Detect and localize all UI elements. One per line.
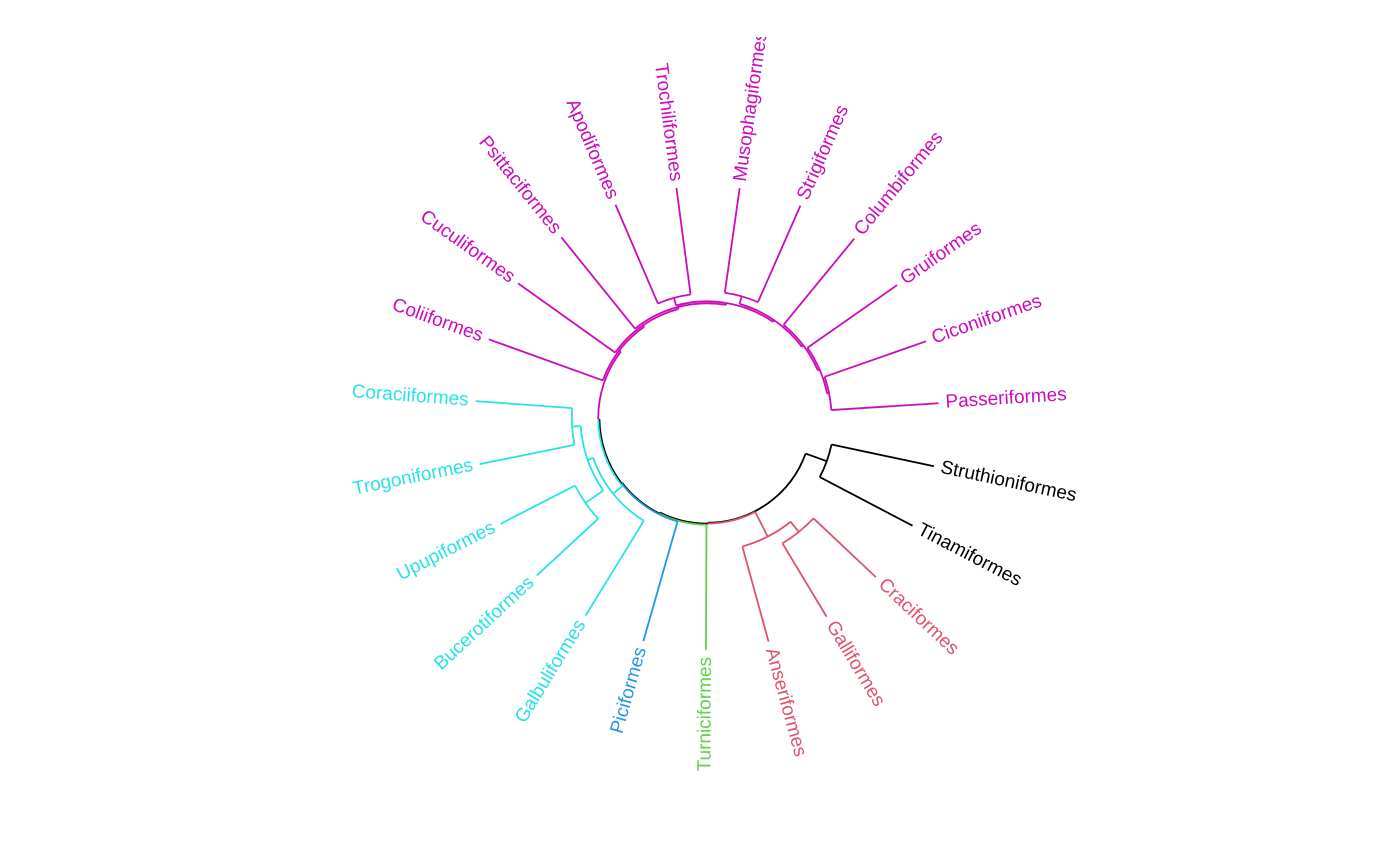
- branch-arc: [574, 485, 587, 504]
- branch-arc: [618, 326, 645, 351]
- tip-label-columbiformes: Columbiformes: [850, 128, 947, 240]
- branch-edge: [587, 457, 594, 461]
- branch-arc: [659, 511, 708, 525]
- branch-edge: [805, 452, 828, 463]
- tip-edge: [781, 542, 828, 618]
- tip-label-passeriformes: Passeriformes: [945, 384, 1068, 413]
- tip-label-strigiformes: Strigiformes: [793, 102, 853, 203]
- tip-edge: [705, 524, 708, 651]
- tip-label-turniciformes: Turniciformes: [694, 657, 716, 771]
- branch-arc: [673, 293, 691, 299]
- tip-edge: [642, 521, 679, 642]
- branch-arc: [597, 419, 624, 487]
- branch-arc: [828, 393, 833, 411]
- branch-arc: [802, 345, 819, 371]
- tip-edge: [741, 546, 770, 642]
- branch-arc: [724, 291, 742, 298]
- tip-label-coliiformes: Coliiformes: [389, 294, 486, 346]
- tip-edge: [757, 205, 802, 303]
- tip-edge: [812, 517, 877, 578]
- tip-label-galliformes: Galliformes: [822, 617, 890, 710]
- tip-edge: [723, 188, 741, 293]
- branch-edge: [738, 296, 743, 305]
- branch-arc: [592, 457, 614, 495]
- tree-edges: [475, 187, 939, 651]
- tip-label-musophagiformes: Musophagiformes: [730, 30, 772, 182]
- tip-label-piciformes: Piciformes: [607, 645, 652, 736]
- branch-arc: [726, 302, 774, 323]
- tip-edge: [500, 484, 576, 525]
- tip-edge: [614, 204, 659, 304]
- tip-label-cuculiformes: Cuculiformes: [416, 206, 518, 287]
- branch-arc: [818, 460, 828, 478]
- tip-label-psittaciformes: Psittaciformes: [474, 132, 565, 238]
- tip-edge: [806, 284, 898, 349]
- branch-arc: [742, 535, 769, 548]
- branch-arc: [773, 319, 803, 348]
- branch-arc: [634, 306, 679, 330]
- branch-arc: [597, 351, 622, 420]
- tip-labels: StruthioniformesTinamiformesCraciformesG…: [351, 30, 1079, 771]
- tip-edge: [475, 400, 573, 410]
- branch-arc: [675, 300, 727, 307]
- tip-label-coraciiformes: Coraciiformes: [351, 381, 469, 410]
- branch-arc: [579, 426, 589, 461]
- tip-label-tinamiformes: Tinamiformes: [914, 519, 1025, 591]
- branch-arc: [767, 521, 792, 538]
- tip-label-trogoniformes: Trogoniformes: [351, 455, 475, 500]
- tip-label-bucerotiformes: Bucerotiformes: [430, 572, 538, 674]
- branch-arc: [782, 324, 805, 347]
- tip-edge: [584, 520, 645, 617]
- branch-edge: [584, 489, 604, 504]
- tip-label-upupiformes: Upupiformes: [393, 517, 498, 585]
- branch-arc: [798, 517, 815, 533]
- tip-edge: [782, 238, 855, 326]
- branch-arc: [612, 493, 645, 522]
- tip-edge: [819, 476, 913, 527]
- tip-edge: [675, 187, 692, 295]
- branch-arc: [818, 369, 829, 394]
- branch-edge: [612, 485, 623, 495]
- tip-label-gruiformes: Gruiformes: [897, 218, 986, 289]
- tip-label-struthioniformes: Struthioniformes: [939, 457, 1079, 506]
- branch-arc: [677, 302, 727, 308]
- tip-label-craciformes: Craciformes: [874, 574, 963, 660]
- tip-edge: [831, 402, 939, 411]
- branch-edge: [754, 511, 769, 537]
- tip-label-trochiliformes: Trochiliformes: [650, 62, 686, 182]
- branch-arc: [659, 512, 707, 526]
- tip-label-galbuliformes: Galbuliformes: [511, 616, 590, 727]
- tip-label-ciconiiformes: Ciconiiformes: [929, 291, 1045, 349]
- tip-edge: [536, 518, 599, 577]
- tip-edge: [831, 443, 935, 468]
- branch-arc: [739, 303, 775, 321]
- tip-edge: [479, 444, 575, 466]
- branch-edge: [571, 425, 581, 428]
- branch-arc: [825, 444, 833, 462]
- branch-edge: [673, 297, 677, 306]
- branch-arc: [766, 453, 807, 505]
- branch-arc: [598, 419, 623, 484]
- branch-edge: [789, 521, 800, 533]
- branch-arc: [584, 502, 599, 520]
- tip-edge: [517, 282, 616, 354]
- branch-arc: [806, 347, 821, 371]
- branch-arc: [586, 459, 605, 492]
- branch-arc: [614, 324, 644, 354]
- branch-arc: [781, 531, 800, 545]
- tip-edge: [560, 236, 636, 330]
- tip-label-anseriformes: Anseriformes: [761, 646, 811, 759]
- tip-label-apodiformes: Apodiformes: [562, 96, 623, 202]
- branch-arc: [620, 482, 678, 523]
- branch-arc: [571, 426, 576, 446]
- branch-arc: [741, 295, 759, 303]
- branch-arc: [601, 349, 620, 381]
- tip-edge: [824, 340, 927, 378]
- branch-arc: [642, 308, 679, 326]
- branch-arc: [657, 297, 675, 305]
- branch-arc: [707, 511, 756, 525]
- tip-edge: [488, 338, 604, 382]
